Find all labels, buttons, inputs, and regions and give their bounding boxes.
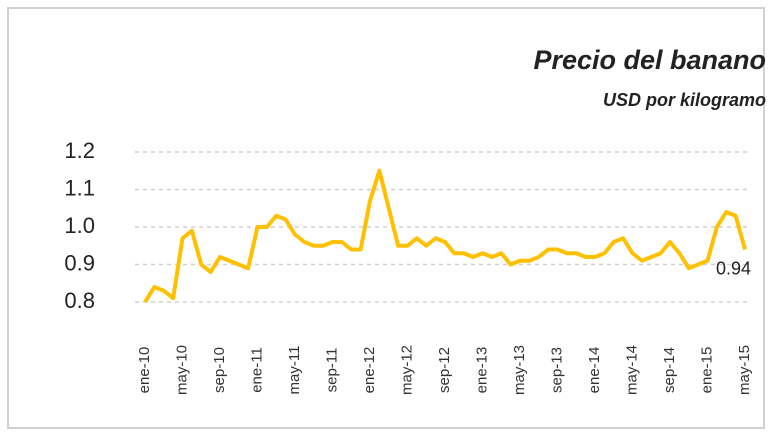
data-line	[143, 168, 747, 304]
y-tick-label: 0.8	[64, 288, 95, 313]
x-tick-label: sep-14	[661, 347, 678, 393]
x-tick-label: sep-12	[436, 347, 453, 393]
x-tick-label: ene-10	[136, 347, 153, 394]
x-tick-label: sep-13	[548, 347, 565, 393]
y-tick-label: 0.9	[64, 250, 95, 275]
x-tick-label: may-13	[511, 345, 528, 395]
y-tick-label: 1.1	[64, 175, 95, 200]
x-tick-label: sep-10	[211, 347, 228, 393]
x-tick-label: ene-15	[698, 347, 715, 394]
x-tick-label: may-11	[286, 346, 303, 395]
chart-subtitle: USD por kilogramo	[603, 90, 766, 110]
x-tick-label: ene-11	[248, 347, 265, 393]
x-tick-label: ene-13	[473, 347, 490, 394]
chart-title: Precio del banano	[533, 45, 766, 75]
x-tick-label: may-12	[398, 345, 415, 395]
x-tick-label: ene-14	[586, 347, 603, 394]
x-tick-label: may-15	[736, 345, 753, 395]
x-tick-label: sep-11	[323, 348, 340, 393]
x-tick-label: may-14	[623, 345, 640, 395]
x-tick-label: ene-12	[361, 347, 378, 394]
x-tick-label: may-10	[173, 345, 190, 395]
chart-border	[7, 7, 765, 429]
data-label: 0.94	[716, 258, 751, 278]
y-tick-label: 1.0	[64, 213, 95, 238]
y-tick-label: 1.2	[64, 138, 95, 163]
